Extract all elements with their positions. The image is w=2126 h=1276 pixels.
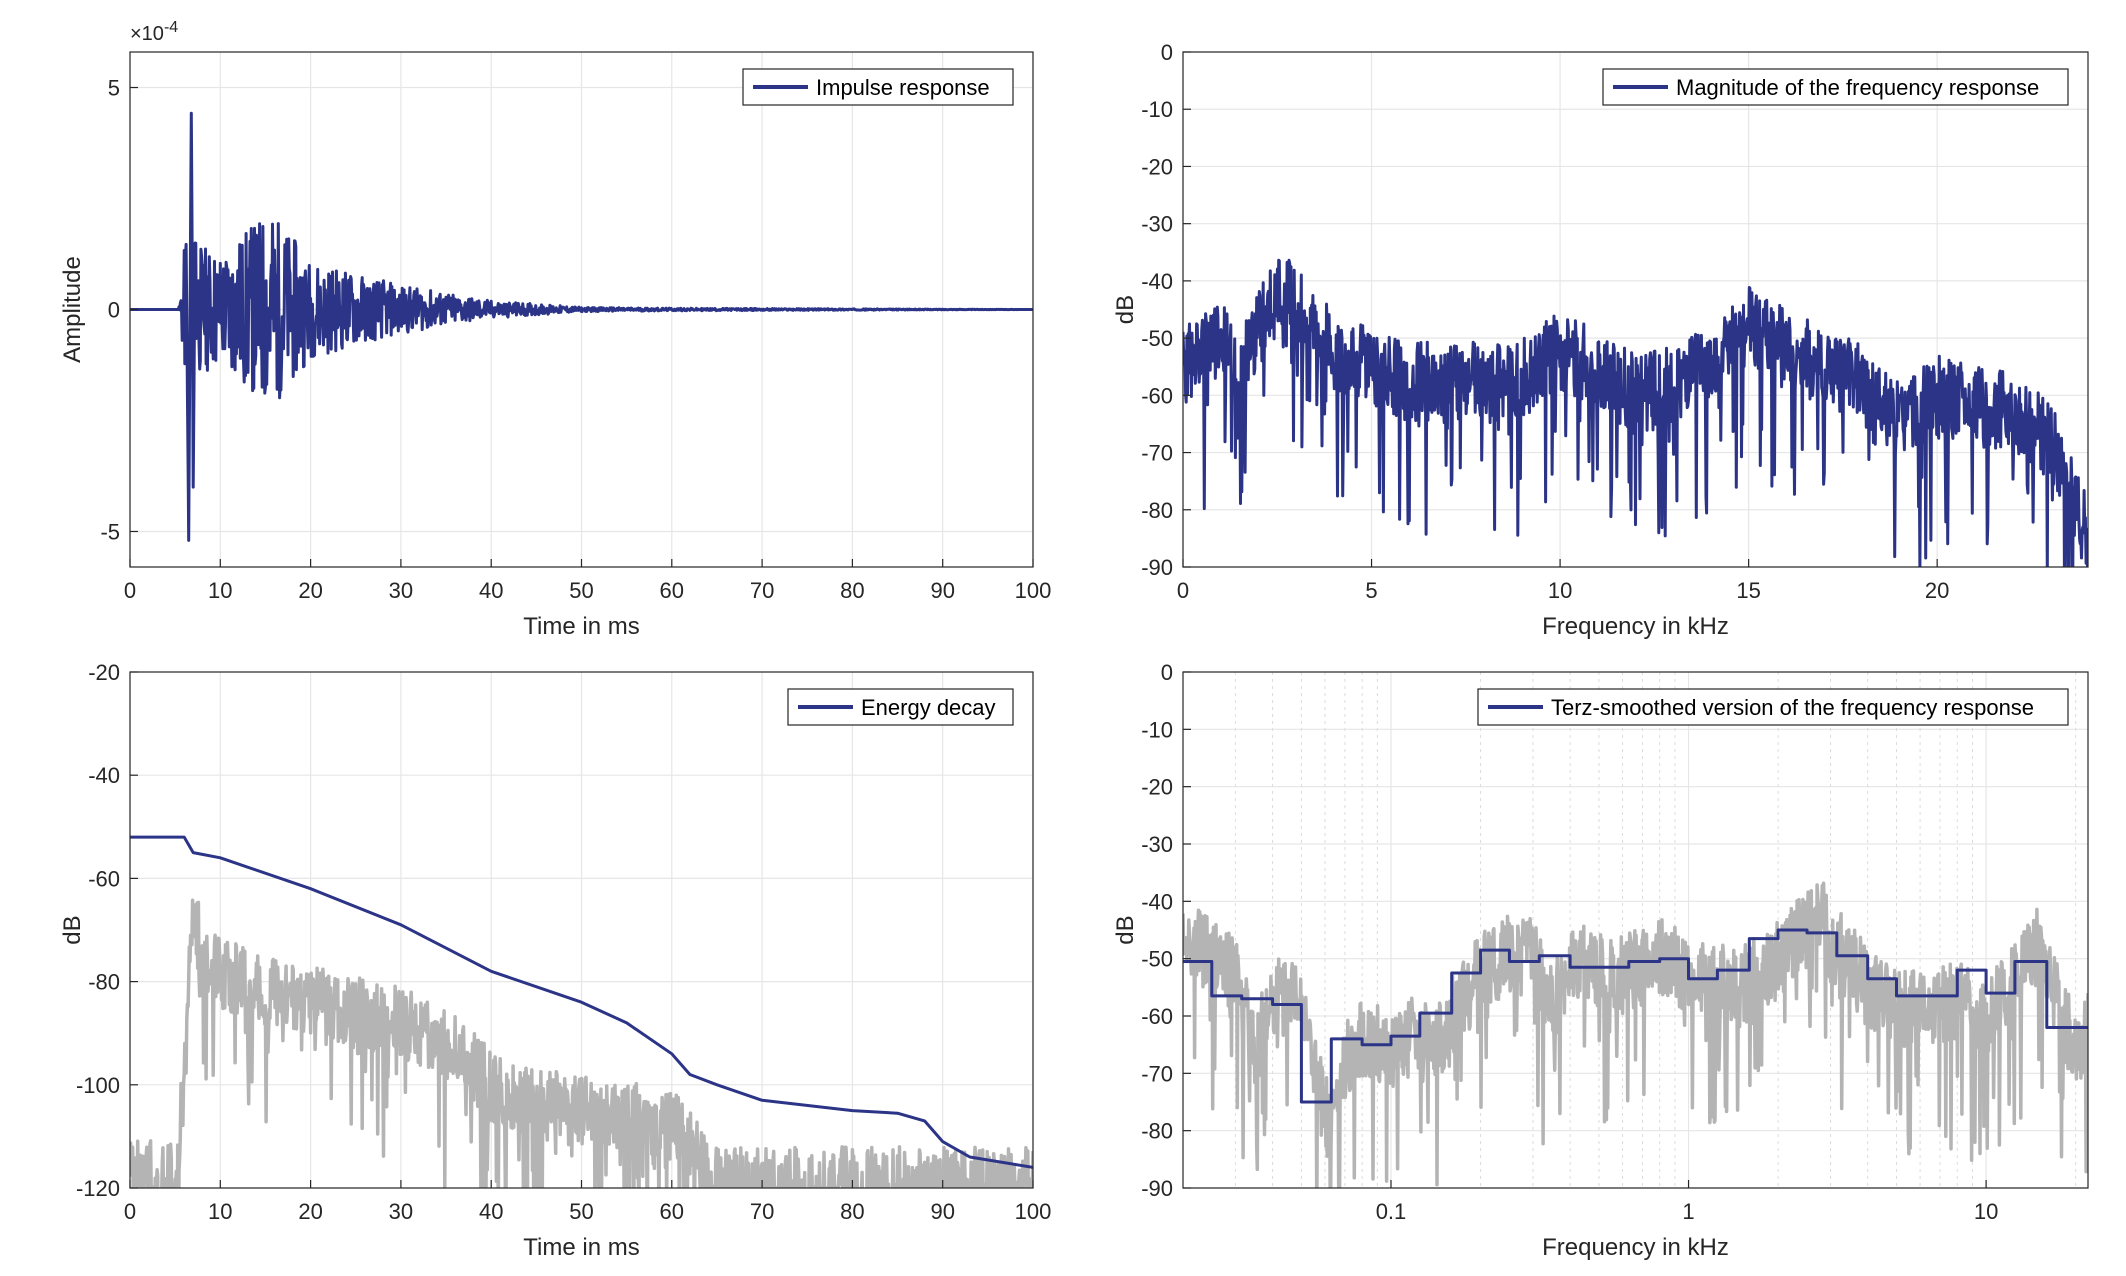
x-tick-label: 50 [569,578,593,603]
x-tick-label: 50 [569,1199,593,1224]
y-tick-label: -80 [1141,498,1173,523]
x-tick-label: 20 [298,578,322,603]
y-tick-label: -120 [76,1176,120,1201]
x-tick-label: 90 [930,578,954,603]
chart-panel-1: 0 10 20 30 40 50 60 70 80 90 100 -5 0 5 Time in ms Ampl… [59,19,1051,640]
legend-box [1602,68,2069,106]
x-tick-label: 10 [1548,578,1572,603]
legend: Energy decay [787,688,1014,726]
y-tick-label: -60 [1141,1004,1173,1029]
legend: Impulse response [742,68,1014,106]
chart-panel-2: 0 5 10 15 20 0 -10 -20 -30 -40 -50 -60 -70 -80 -90 Freq… [1112,40,2089,640]
y-tick-label: -90 [1141,555,1173,580]
y-tick-label: -20 [1141,154,1173,179]
y-tick-label: -5 [100,519,120,544]
chart-panel-3: 0 10 20 30 40 50 60 70 80 90 100 -20 -40 -60 -80 -100 -1… [59,660,1052,1261]
y-axis-label: Amplitude [59,256,86,363]
x-tick-label: 60 [660,1199,684,1224]
x-tick-label: 15 [1736,578,1760,603]
x-axis-label: Frequency in kHz [1542,613,1729,640]
y-tick-label: -40 [1141,889,1173,914]
legend-label: Terz-smoothed version of the frequency r… [1551,695,2034,720]
y-tick-label: -40 [1141,269,1173,294]
y-axis-label: dB [1112,915,1139,944]
x-axis-label: Frequency in kHz [1542,1234,1729,1261]
y-tick-label: -90 [1141,1176,1173,1201]
y-exponent-label: ×10-4 [130,19,178,45]
x-tick-label: 10 [208,1199,232,1224]
x-tick-label: 0 [1177,578,1189,603]
y-tick-label: -10 [1141,97,1173,122]
x-tick-label: 30 [389,578,413,603]
y-tick-label: -30 [1141,212,1173,237]
y-tick-label: -80 [88,970,120,995]
x-tick-label: 10 [1974,1199,1998,1224]
y-tick-label: -60 [1141,383,1173,408]
y-tick-label: 0 [1161,660,1173,685]
x-tick-label: 0.1 [1376,1199,1407,1224]
legend-box [1477,688,2069,726]
data-layer [1183,881,2088,1188]
x-tick-label: 80 [840,578,864,603]
x-tick-label: 90 [930,1199,954,1224]
legend-label: Magnitude of the frequency response [1676,75,2039,100]
legend-label: Energy decay [861,695,996,720]
x-tick-label: 70 [750,578,774,603]
y-tick-label: 0 [1161,40,1173,65]
x-axis-label: Time in ms [523,613,639,640]
y-exponent-power: -4 [164,19,178,36]
y-tick-label: -70 [1141,441,1173,466]
y-tick-label: -80 [1141,1119,1173,1144]
data-layer [130,111,1033,542]
y-tick-label: -60 [88,866,120,891]
x-tick-label: 1 [1682,1199,1694,1224]
x-tick-label: 20 [298,1199,322,1224]
series-line-1 [1183,928,2088,1104]
y-tick-label: -20 [1141,775,1173,800]
x-tick-label: 60 [660,578,684,603]
y-tick-label: -10 [1141,717,1173,742]
series-line-1 [130,835,1033,1169]
y-tick-label: -20 [88,660,120,685]
chart-panel-4: 0.1 1 10 0 -10 -20 -30 -40 -50 -60 -70 -80 -90 Freque… [1112,660,2089,1261]
y-tick-label: -40 [88,763,120,788]
y-tick-label: -70 [1141,1061,1173,1086]
axes-box [1182,671,2089,1189]
axes-box [1182,51,2089,568]
legend-label: Impulse response [816,75,990,100]
y-axis-label: dB [59,915,86,944]
x-tick-label: 100 [1015,1199,1052,1224]
x-tick-label: 0 [124,1199,136,1224]
reference-series-line [130,898,1033,1188]
y-tick-label: -100 [76,1073,120,1098]
x-tick-label: 10 [208,578,232,603]
x-tick-label: 100 [1015,578,1052,603]
series-line-1 [130,111,1033,542]
reference-series-line [1183,881,2088,1188]
data-layer [1183,258,2088,567]
legend: Magnitude of the frequency response [1602,68,2069,106]
x-axis-label: Time in ms [523,1234,639,1261]
data-layer [130,835,1033,1188]
x-tick-label: 80 [840,1199,864,1224]
series-line-1 [1183,258,2088,567]
x-tick-label: 30 [389,1199,413,1224]
y-axis-label: dB [1112,295,1139,324]
x-tick-label: 40 [479,1199,503,1224]
y-tick-label: -30 [1141,832,1173,857]
legend: Terz-smoothed version of the frequency r… [1477,688,2069,726]
y-tick-label: -50 [1141,947,1173,972]
x-tick-label: 20 [1925,578,1949,603]
y-tick-label: 0 [108,298,120,323]
y-tick-label: 5 [108,76,120,101]
y-tick-label: -50 [1141,326,1173,351]
x-tick-label: 0 [124,578,136,603]
x-tick-label: 5 [1365,578,1377,603]
x-tick-label: 70 [750,1199,774,1224]
x-tick-label: 40 [479,578,503,603]
